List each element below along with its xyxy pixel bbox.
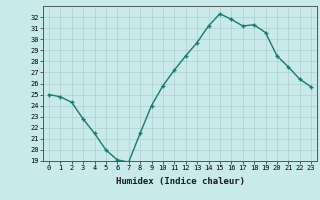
X-axis label: Humidex (Indice chaleur): Humidex (Indice chaleur) xyxy=(116,177,244,186)
